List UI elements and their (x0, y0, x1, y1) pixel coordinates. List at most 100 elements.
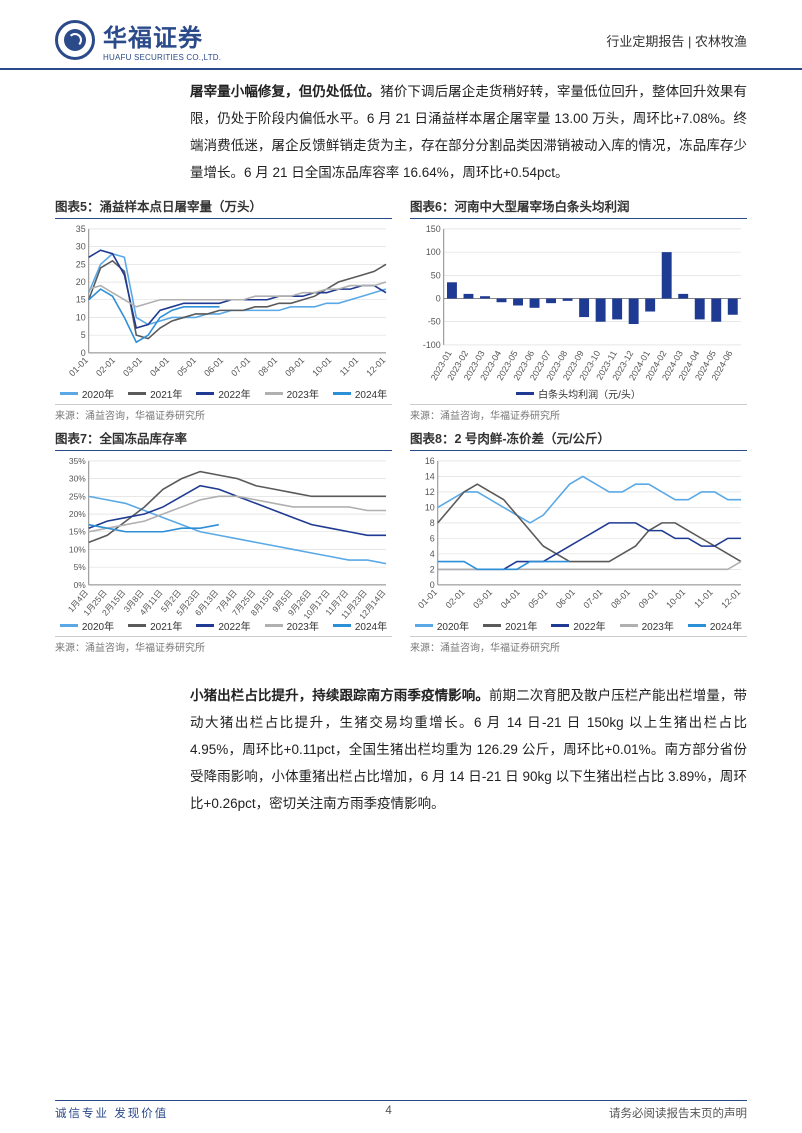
legend-label: 2022年 (218, 386, 250, 401)
svg-text:-100: -100 (423, 340, 441, 350)
legend-swatch (265, 392, 283, 395)
legend-item: 2021年 (128, 386, 182, 401)
legend-swatch (333, 624, 351, 627)
charts-grid: 图表5：涌益样本点日屠宰量（万头） 0510152025303501-0102-… (0, 186, 802, 664)
chart-7-source: 来源：涌益咨询，华福证券研究所 (55, 636, 392, 654)
chart-7-title: 图表7：全国冻品库存率 (55, 428, 392, 451)
legend-item: 2020年 (415, 618, 469, 633)
chart-6: 图表6：河南中大型屠宰场白条头均利润 -100-500501001502023-… (410, 196, 747, 422)
svg-text:02-01: 02-01 (444, 587, 467, 610)
svg-text:150: 150 (426, 224, 441, 234)
chart-5: 图表5：涌益样本点日屠宰量（万头） 0510152025303501-0102-… (55, 196, 392, 422)
legend-swatch (128, 624, 146, 627)
paragraph-2: 小猪出栏占比提升，持续跟踪南方雨季疫情影响。前期二次育肥及散户压栏产能出栏增量，… (0, 664, 802, 817)
legend-item: 2024年 (333, 386, 387, 401)
footer-left: 诚信专业 发现价值 (55, 1105, 168, 1121)
legend-item: 2023年 (620, 618, 674, 633)
chart-7-legend: 2020年 2021年 2022年 2023年 2024年 (55, 618, 392, 633)
svg-text:02-01: 02-01 (94, 355, 117, 378)
svg-text:11-01: 11-01 (692, 587, 715, 610)
legend-swatch (516, 392, 534, 395)
legend-swatch (265, 624, 283, 627)
chart-5-source: 来源：涌益咨询，华福证券研究所 (55, 404, 392, 422)
legend-item: 2023年 (265, 386, 319, 401)
para2-lead: 小猪出栏占比提升，持续跟踪南方雨季疫情影响。 (190, 688, 489, 703)
svg-text:5%: 5% (74, 562, 87, 572)
svg-text:08-01: 08-01 (256, 355, 279, 378)
legend-label: 2023年 (287, 618, 319, 633)
svg-text:15%: 15% (69, 527, 86, 537)
svg-text:12: 12 (425, 487, 435, 497)
legend-swatch (196, 392, 214, 395)
legend-item: 2024年 (688, 618, 742, 633)
legend-label: 2020年 (82, 386, 114, 401)
svg-text:35%: 35% (69, 456, 86, 466)
legend-swatch (60, 624, 78, 627)
logo-en: HUAFU SECURITIES CO.,LTD. (103, 53, 221, 62)
chart-8-svg: 024681012141601-0102-0103-0104-0105-0106… (410, 455, 747, 619)
legend-swatch (620, 624, 638, 627)
svg-text:25%: 25% (69, 491, 86, 501)
svg-text:10: 10 (425, 502, 435, 512)
para2-text: 前期二次育肥及散户压栏产能出栏增量，带动大猪出栏占比提升，生猪交易均重增长。6 … (190, 688, 747, 811)
svg-text:5: 5 (81, 330, 86, 340)
svg-text:25: 25 (76, 259, 86, 269)
logo-zh: 华福证券 (103, 18, 221, 53)
svg-text:0%: 0% (74, 580, 87, 590)
legend-label: 白条头均利润（元/头） (538, 386, 641, 401)
svg-text:50: 50 (431, 270, 441, 280)
chart-6-svg: -100-500501001502023-012023-022023-03202… (410, 223, 747, 387)
legend-item: 白条头均利润（元/头） (516, 386, 641, 401)
svg-text:04-01: 04-01 (148, 355, 171, 378)
para1-lead: 屠宰量小幅修复，但仍处低位。 (190, 84, 380, 99)
chart-6-title: 图表6：河南中大型屠宰场白条头均利润 (410, 196, 747, 219)
svg-text:10-01: 10-01 (310, 355, 333, 378)
chart-5-legend: 2020年 2021年 2022年 2023年 2024年 (55, 386, 392, 401)
footer-page-number: 4 (385, 1105, 391, 1121)
svg-text:07-01: 07-01 (229, 355, 252, 378)
header-category: 行业定期报告 | 农林牧渔 (606, 31, 747, 50)
chart-8-title: 图表8：2 号肉鲜-冻价差（元/公斤） (410, 428, 747, 451)
legend-swatch (128, 392, 146, 395)
svg-text:-50: -50 (428, 317, 441, 327)
svg-text:12-01: 12-01 (719, 587, 742, 610)
legend-item: 2022年 (551, 618, 605, 633)
svg-text:10: 10 (76, 312, 86, 322)
chart-7-svg: 0%5%10%15%20%25%30%35%1月4日1月25日2月15日3月8日… (55, 455, 392, 619)
svg-text:05-01: 05-01 (175, 355, 198, 378)
svg-text:16: 16 (425, 456, 435, 466)
chart-5-svg: 0510152025303501-0102-0103-0104-0105-010… (55, 223, 392, 387)
legend-label: 2024年 (355, 386, 387, 401)
logo-block: 华福证券 HUAFU SECURITIES CO.,LTD. (55, 18, 221, 62)
legend-label: 2022年 (218, 618, 250, 633)
legend-item: 2024年 (333, 618, 387, 633)
legend-label: 2021年 (505, 618, 537, 633)
legend-item: 2020年 (60, 618, 114, 633)
legend-item: 2023年 (265, 618, 319, 633)
footer-right: 请务必阅读报告末页的声明 (609, 1105, 747, 1121)
legend-label: 2020年 (82, 618, 114, 633)
svg-text:03-01: 03-01 (121, 355, 144, 378)
legend-label: 2024年 (710, 618, 742, 633)
svg-text:8: 8 (430, 518, 435, 528)
legend-item: 2021年 (128, 618, 182, 633)
svg-text:01-01: 01-01 (67, 355, 90, 378)
svg-text:06-01: 06-01 (202, 355, 225, 378)
chart-8-source: 来源：涌益咨询，华福证券研究所 (410, 636, 747, 654)
svg-text:6: 6 (430, 533, 435, 543)
legend-swatch (551, 624, 569, 627)
svg-text:01-01: 01-01 (416, 587, 439, 610)
legend-swatch (483, 624, 501, 627)
legend-label: 2021年 (150, 386, 182, 401)
svg-text:04-01: 04-01 (499, 587, 522, 610)
legend-swatch (688, 624, 706, 627)
svg-text:4: 4 (430, 549, 435, 559)
legend-label: 2023年 (287, 386, 319, 401)
chart-7: 图表7：全国冻品库存率 0%5%10%15%20%25%30%35%1月4日1月… (55, 428, 392, 654)
legend-label: 2022年 (573, 618, 605, 633)
svg-text:08-01: 08-01 (609, 587, 632, 610)
chart-5-title: 图表5：涌益样本点日屠宰量（万头） (55, 196, 392, 219)
legend-label: 2021年 (150, 618, 182, 633)
legend-item: 2022年 (196, 386, 250, 401)
svg-text:100: 100 (426, 247, 441, 257)
